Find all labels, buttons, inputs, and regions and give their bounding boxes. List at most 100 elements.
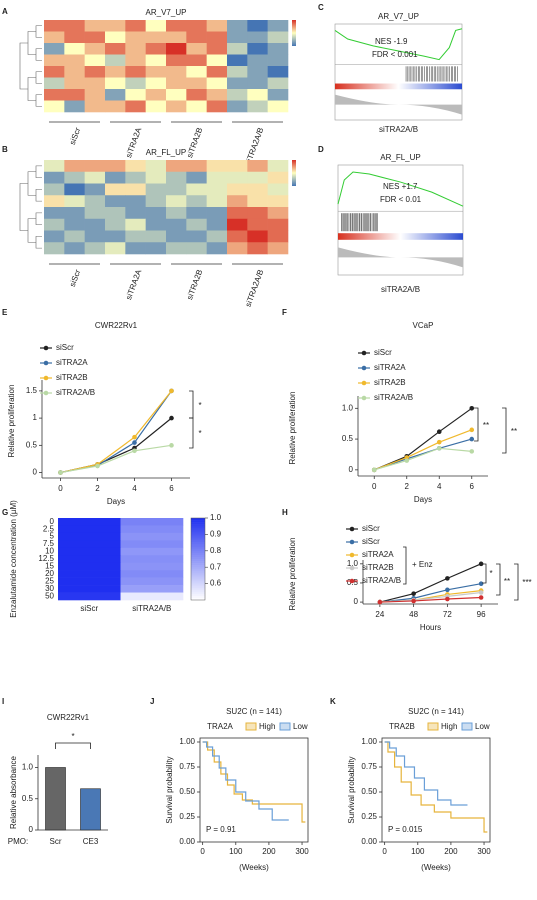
- legend-marker: [43, 345, 49, 351]
- gsea-stat: FDR < 0.001: [372, 50, 418, 59]
- colorbar-label: 0.6: [210, 579, 222, 588]
- row-label: 10: [45, 547, 54, 556]
- legend-label: siScr: [362, 524, 380, 533]
- colorbar-step: [191, 522, 205, 525]
- gsea-stat: NES -1.9: [375, 37, 408, 46]
- heatmap-cell: [145, 31, 167, 44]
- heatmap-cell: [120, 585, 184, 593]
- row-label: 25: [45, 576, 54, 585]
- heatmap-cell: [247, 100, 268, 113]
- x-tick-label: 2: [405, 482, 410, 491]
- y-tick-label: 0.00: [361, 837, 377, 846]
- legend-swatch: [461, 722, 473, 731]
- heatmap-cell: [120, 540, 184, 549]
- series-line: [379, 563, 482, 603]
- heatmap-cell: [166, 171, 187, 184]
- group-label: siTRA2B: [185, 126, 204, 159]
- x-axis-label: Days: [414, 495, 432, 504]
- heatmap-cell: [166, 20, 187, 32]
- x-axis-label: (Weeks): [239, 863, 269, 872]
- heatmap-cell: [206, 54, 228, 67]
- heatmap-cell: [267, 242, 289, 255]
- heatmap-cell: [125, 160, 146, 173]
- panel-label: A: [2, 7, 8, 16]
- annotation: *: [71, 732, 74, 741]
- legend-label: siTRA2B: [362, 563, 394, 572]
- heatmap-cell: [247, 230, 268, 243]
- heatmap-cell: [64, 54, 85, 67]
- colorbar-step: [191, 544, 205, 547]
- data-point: [469, 449, 475, 454]
- legend-marker: [43, 375, 49, 381]
- heatmap-cell: [64, 242, 85, 255]
- heatmap-cell: [105, 242, 126, 255]
- colorbar-step: [191, 583, 205, 586]
- row-label: 2.5: [43, 524, 55, 533]
- heatmap-cell: [247, 77, 268, 90]
- colorbar-step: [191, 559, 205, 562]
- heatmap-cell: [125, 195, 146, 208]
- y-axis-label: Relative absorbance: [9, 755, 18, 828]
- legend-label: siScr: [374, 348, 392, 357]
- y-tick-label: 0.5: [22, 794, 34, 803]
- group-label: siTRA2A: [124, 126, 143, 159]
- heatmap-cell: [267, 195, 289, 208]
- y-axis-label: Enzalutamide concentration (µM): [9, 500, 18, 618]
- heatmap-cell: [267, 31, 289, 44]
- heatmap-cell: [227, 242, 248, 255]
- heatmap-cell: [105, 218, 126, 231]
- heatmap-cell: [206, 43, 228, 55]
- data-point: [445, 596, 450, 602]
- heatmap-cell: [105, 230, 126, 243]
- heatmap-cell: [267, 100, 289, 113]
- heatmap-cell: [267, 89, 289, 101]
- gsea-frame: [337, 164, 464, 276]
- x-tick-label: 4: [437, 482, 442, 491]
- heatmap-cell: [44, 242, 65, 255]
- annotation: *: [198, 429, 201, 438]
- legend-marker: [349, 552, 355, 558]
- y-axis-label: Relative proliferation: [288, 392, 297, 465]
- colorbar-label: 0.7: [210, 562, 222, 571]
- heatmap-cell: [44, 183, 65, 196]
- y-tick-label: 0: [33, 468, 38, 477]
- heatmap-cell: [186, 160, 207, 173]
- heatmap-cell: [125, 66, 146, 78]
- heatmap-cell: [125, 171, 146, 184]
- panel-label: H: [282, 508, 288, 517]
- gsea-title: AR_FL_UP: [380, 153, 420, 162]
- y-tick-label: 0.75: [361, 762, 377, 771]
- rank-band: [338, 233, 463, 240]
- heatmap-cell: [166, 195, 187, 208]
- x-tick-label: Scr: [50, 837, 62, 846]
- heatmap-cell: [247, 160, 268, 173]
- heatmap-cell: [145, 242, 167, 255]
- heatmap-cell: [227, 66, 248, 78]
- heatmap-cell: [58, 532, 121, 541]
- data-point: [478, 595, 484, 600]
- data-point: [478, 561, 484, 567]
- x-tick-label: 6: [470, 482, 475, 491]
- chart-title: SU2C (n = 141): [408, 707, 464, 716]
- data-point: [436, 439, 442, 445]
- heatmap-cell: [44, 89, 65, 101]
- colorbar-step: [191, 597, 205, 601]
- heatmap-cell: [206, 195, 228, 208]
- heatmap-cell: [84, 43, 106, 55]
- heatmap-cell: [64, 195, 85, 208]
- y-axis-label: Survival probability: [347, 756, 356, 823]
- chart-title: CWR22Rv1: [47, 713, 90, 722]
- y-tick-label: 1.0: [347, 559, 359, 568]
- y-tick-label: 1: [33, 413, 38, 422]
- colorbar-step: [191, 524, 205, 527]
- colorbar-step: [191, 538, 205, 541]
- legend-title: TRA2B: [389, 722, 415, 731]
- heatmap-cell: [145, 77, 167, 90]
- heatmap-cell: [105, 66, 126, 78]
- significance-bracket: [474, 407, 479, 442]
- colorbar-step: [191, 573, 205, 576]
- annotation: **: [504, 577, 510, 586]
- heatmap-cell: [105, 207, 126, 220]
- colorbar-step: [191, 554, 205, 558]
- y-tick-label: 0.50: [361, 787, 377, 796]
